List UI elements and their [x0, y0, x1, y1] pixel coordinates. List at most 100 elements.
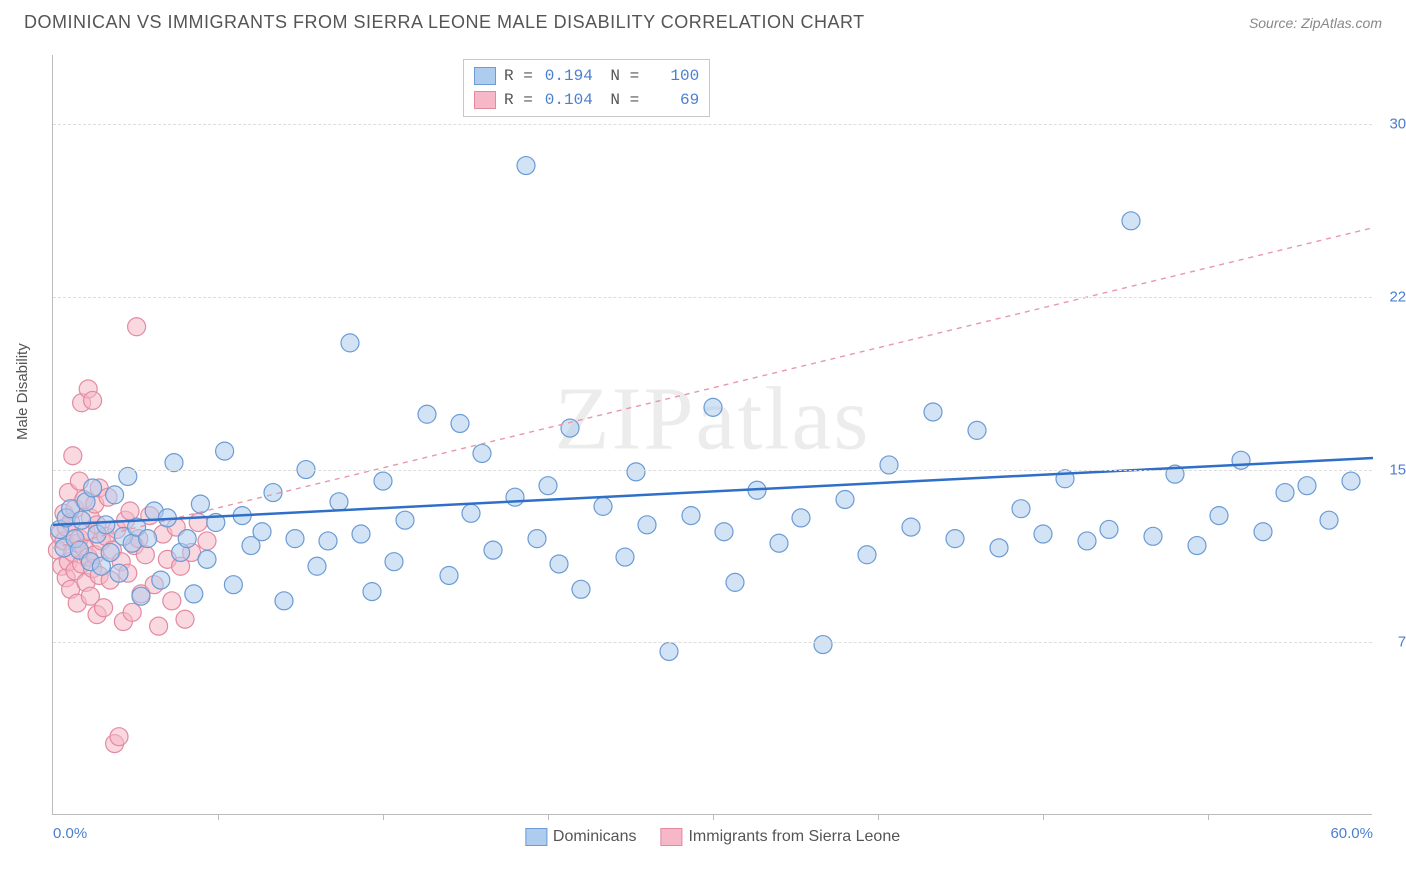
stats-row-0: R = 0.194 N = 100 — [474, 64, 699, 88]
data-point — [990, 539, 1008, 557]
data-point — [528, 530, 546, 548]
data-point — [123, 603, 141, 621]
xtick — [713, 814, 714, 820]
swatch-dominicans — [474, 67, 496, 85]
trend-line — [53, 228, 1373, 548]
data-point — [440, 566, 458, 584]
stats-row-1: R = 0.104 N = 69 — [474, 88, 699, 112]
y-axis-label: Male Disability — [14, 343, 31, 440]
data-point — [396, 511, 414, 529]
data-point — [770, 534, 788, 552]
data-point — [341, 334, 359, 352]
data-point — [682, 507, 700, 525]
data-point — [178, 530, 196, 548]
chart-plot-area: ZIPatlas R = 0.194 N = 100 R = 0.104 N =… — [52, 55, 1372, 815]
data-point — [616, 548, 634, 566]
chart-title: DOMINICAN VS IMMIGRANTS FROM SIERRA LEON… — [24, 12, 865, 33]
data-point — [275, 592, 293, 610]
data-point — [163, 592, 181, 610]
data-point — [484, 541, 502, 559]
ytick-label: 22.5% — [1389, 288, 1406, 305]
data-point — [517, 157, 535, 175]
legend-swatch-1 — [660, 828, 682, 846]
data-point — [1276, 484, 1294, 502]
r-value-1: 0.104 — [541, 88, 593, 112]
n-label: N = — [601, 88, 639, 112]
data-point — [101, 543, 119, 561]
legend-item-1: Immigrants from Sierra Leone — [660, 828, 900, 846]
gridline-h — [53, 642, 1372, 643]
n-label: N = — [601, 64, 639, 88]
data-point — [319, 532, 337, 550]
legend-swatch-0 — [525, 828, 547, 846]
xtick — [1043, 814, 1044, 820]
data-point — [385, 553, 403, 571]
data-point — [1232, 451, 1250, 469]
data-point — [191, 495, 209, 513]
xtick — [383, 814, 384, 820]
data-point — [572, 580, 590, 598]
data-point — [660, 642, 678, 660]
data-point — [1100, 520, 1118, 538]
data-point — [176, 610, 194, 628]
data-point — [1210, 507, 1228, 525]
ytick-label: 15.0% — [1389, 461, 1406, 478]
xtick — [218, 814, 219, 820]
data-point — [110, 728, 128, 746]
data-point — [506, 488, 524, 506]
data-point — [968, 421, 986, 439]
data-point — [1188, 537, 1206, 555]
data-point — [185, 585, 203, 603]
data-point — [627, 463, 645, 481]
data-point — [64, 447, 82, 465]
data-point — [1298, 477, 1316, 495]
data-point — [880, 456, 898, 474]
data-point — [286, 530, 304, 548]
n-value-1: 69 — [647, 88, 699, 112]
gridline-h — [53, 297, 1372, 298]
data-point — [198, 532, 216, 550]
legend-label-1: Immigrants from Sierra Leone — [688, 828, 900, 846]
ytick-label: 7.5% — [1398, 634, 1406, 651]
xtick-label: 60.0% — [1330, 825, 1373, 842]
data-point — [1122, 212, 1140, 230]
gridline-h — [53, 470, 1372, 471]
data-point — [106, 486, 124, 504]
data-point — [84, 391, 102, 409]
data-point — [1320, 511, 1338, 529]
gridline-h — [53, 124, 1372, 125]
data-point — [858, 546, 876, 564]
data-point — [363, 583, 381, 601]
xtick-label: 0.0% — [53, 825, 87, 842]
ytick-label: 30.0% — [1389, 116, 1406, 133]
data-point — [216, 442, 234, 460]
legend-item-0: Dominicans — [525, 828, 637, 846]
r-value-0: 0.194 — [541, 64, 593, 88]
xtick — [1208, 814, 1209, 820]
data-point — [924, 403, 942, 421]
data-point — [1144, 527, 1162, 545]
data-point — [726, 573, 744, 591]
data-point — [110, 564, 128, 582]
trend-line — [53, 458, 1373, 525]
data-point — [638, 516, 656, 534]
legend-label-0: Dominicans — [553, 828, 637, 846]
data-point — [132, 587, 150, 605]
data-point — [451, 414, 469, 432]
data-point — [330, 493, 348, 511]
data-point — [308, 557, 326, 575]
data-point — [473, 444, 491, 462]
data-point — [374, 472, 392, 490]
data-point — [539, 477, 557, 495]
xtick — [548, 814, 549, 820]
data-point — [902, 518, 920, 536]
data-point — [550, 555, 568, 573]
data-point — [150, 617, 168, 635]
data-point — [836, 490, 854, 508]
swatch-sierra-leone — [474, 91, 496, 109]
data-point — [84, 479, 102, 497]
data-point — [1034, 525, 1052, 543]
data-point — [128, 318, 146, 336]
data-point — [73, 511, 91, 529]
data-point — [704, 398, 722, 416]
